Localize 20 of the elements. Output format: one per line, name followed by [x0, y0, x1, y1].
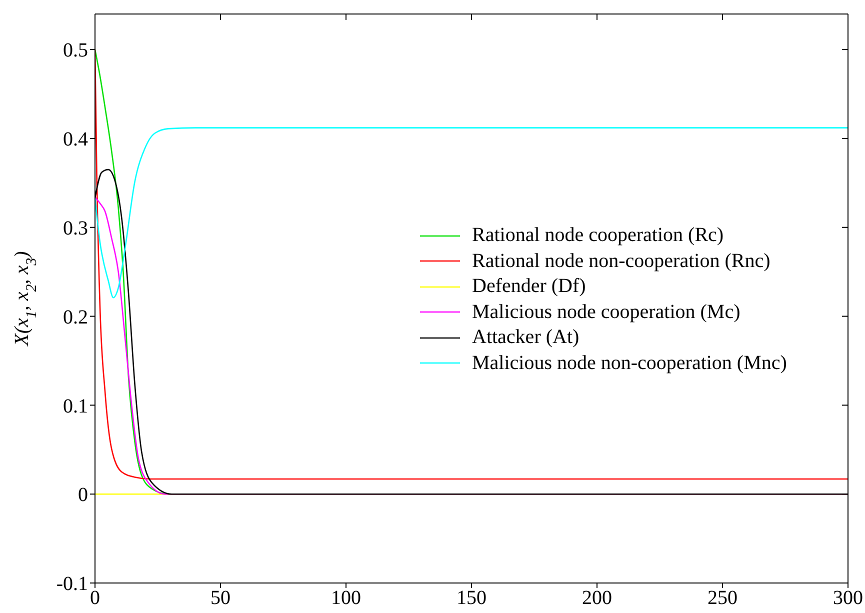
legend-label: Malicious node non-cooperation (Mnc)	[472, 352, 787, 375]
y-tick-label: 0.3	[63, 217, 88, 240]
legend-label: Malicious node cooperation (Mc)	[472, 300, 740, 324]
legend-label: Rational node non-cooperation (Rnc)	[472, 250, 770, 273]
y-tick-label: -0.1	[56, 573, 88, 596]
legend-label: Defender (Df)	[472, 275, 586, 298]
line-series	[95, 127, 848, 298]
x-tick-label: 50	[210, 587, 230, 610]
x-tick-label: 100	[331, 587, 361, 610]
y-tick-label: 0.5	[63, 40, 88, 62]
x-tick-label: 250	[708, 587, 738, 610]
x-tick-label: 200	[582, 587, 612, 610]
y-tick-label: 0.1	[63, 395, 88, 418]
y-tick-label: 0.2	[63, 306, 88, 328]
legend-label: Attacker (At)	[472, 326, 580, 350]
y-tick-label: 0	[78, 484, 88, 506]
x-tick-label: 300	[833, 587, 863, 610]
y-tick-label: 0.4	[63, 128, 88, 151]
legend-label: Rational node cooperation (Rc)	[472, 224, 724, 248]
x-tick-label: 150	[456, 587, 486, 610]
